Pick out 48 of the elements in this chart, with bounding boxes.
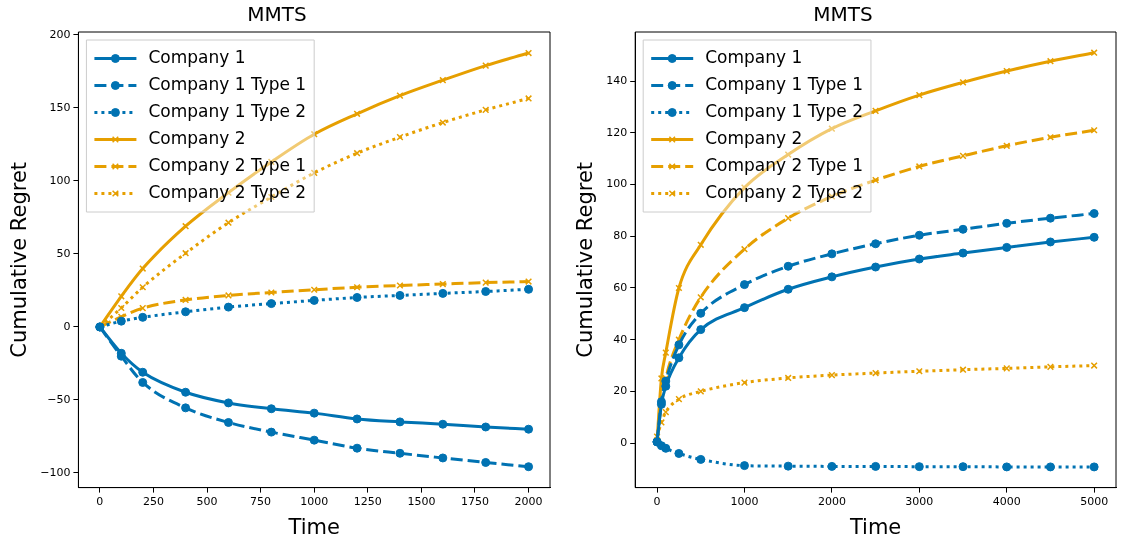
x-tick-label: 750 <box>250 495 272 509</box>
legend-label: Company 2 Type 1 <box>148 154 307 175</box>
chart-title: MMTS <box>247 2 307 27</box>
y-tick-label: 150 <box>49 100 71 114</box>
x-tick-label: 1000 <box>730 495 759 509</box>
y-tick-label: 60 <box>613 280 628 294</box>
legend-label: Company 2 Type 2 <box>705 181 863 202</box>
x-axis-title: Time <box>287 514 340 539</box>
legend-label: Company 1 Type 1 <box>148 73 307 94</box>
y-tick-label: 120 <box>606 125 628 139</box>
x-axis-title: Time <box>848 514 902 539</box>
y-tick-label: 140 <box>606 73 628 87</box>
y-tick-label: 80 <box>613 229 628 243</box>
legend-label: Company 2 <box>705 127 803 148</box>
x-tick-label: 0 <box>96 495 104 509</box>
y-tick-label: −50 <box>47 392 71 406</box>
x-tick-label: 250 <box>142 495 164 509</box>
chart-title: MMTS <box>813 2 873 27</box>
y-axis-title: Cumulative Regret <box>573 161 598 358</box>
legend-label: Company 2 Type 1 <box>705 154 863 175</box>
y-tick-label: 40 <box>613 332 628 346</box>
x-tick-label: 3000 <box>905 495 934 509</box>
legend-label: Company 1 Type 2 <box>705 100 863 121</box>
y-tick-label: 200 <box>49 27 71 41</box>
legend-label: Company 1 Type 2 <box>148 100 307 121</box>
x-tick-label: 500 <box>196 495 218 509</box>
legend-label: Company 1 <box>705 46 803 67</box>
legend-label: Company 2 <box>148 127 246 148</box>
x-tick-label: 2000 <box>817 495 846 509</box>
legend-label: Company 1 <box>148 46 246 67</box>
legend-label: Company 2 Type 2 <box>148 181 307 202</box>
y-axis-title: Cumulative Regret <box>7 161 32 358</box>
x-tick-label: 4000 <box>992 495 1021 509</box>
x-tick-label: 1500 <box>407 495 436 509</box>
x-tick-label: 1250 <box>353 495 382 509</box>
y-tick-label: 100 <box>49 173 71 187</box>
y-tick-label: 20 <box>613 384 628 398</box>
y-tick-label: −100 <box>40 465 71 479</box>
y-tick-label: 50 <box>56 246 71 260</box>
x-tick-label: 0 <box>653 495 661 509</box>
x-tick-label: 1000 <box>300 495 329 509</box>
y-tick-label: 0 <box>620 435 628 449</box>
x-tick-label: 2000 <box>514 495 543 509</box>
y-tick-label: 100 <box>606 177 628 191</box>
legend-label: Company 1 Type 1 <box>705 73 863 94</box>
x-tick-label: 1750 <box>460 495 489 509</box>
x-tick-label: 5000 <box>1080 495 1109 509</box>
y-tick-label: 0 <box>63 319 71 333</box>
